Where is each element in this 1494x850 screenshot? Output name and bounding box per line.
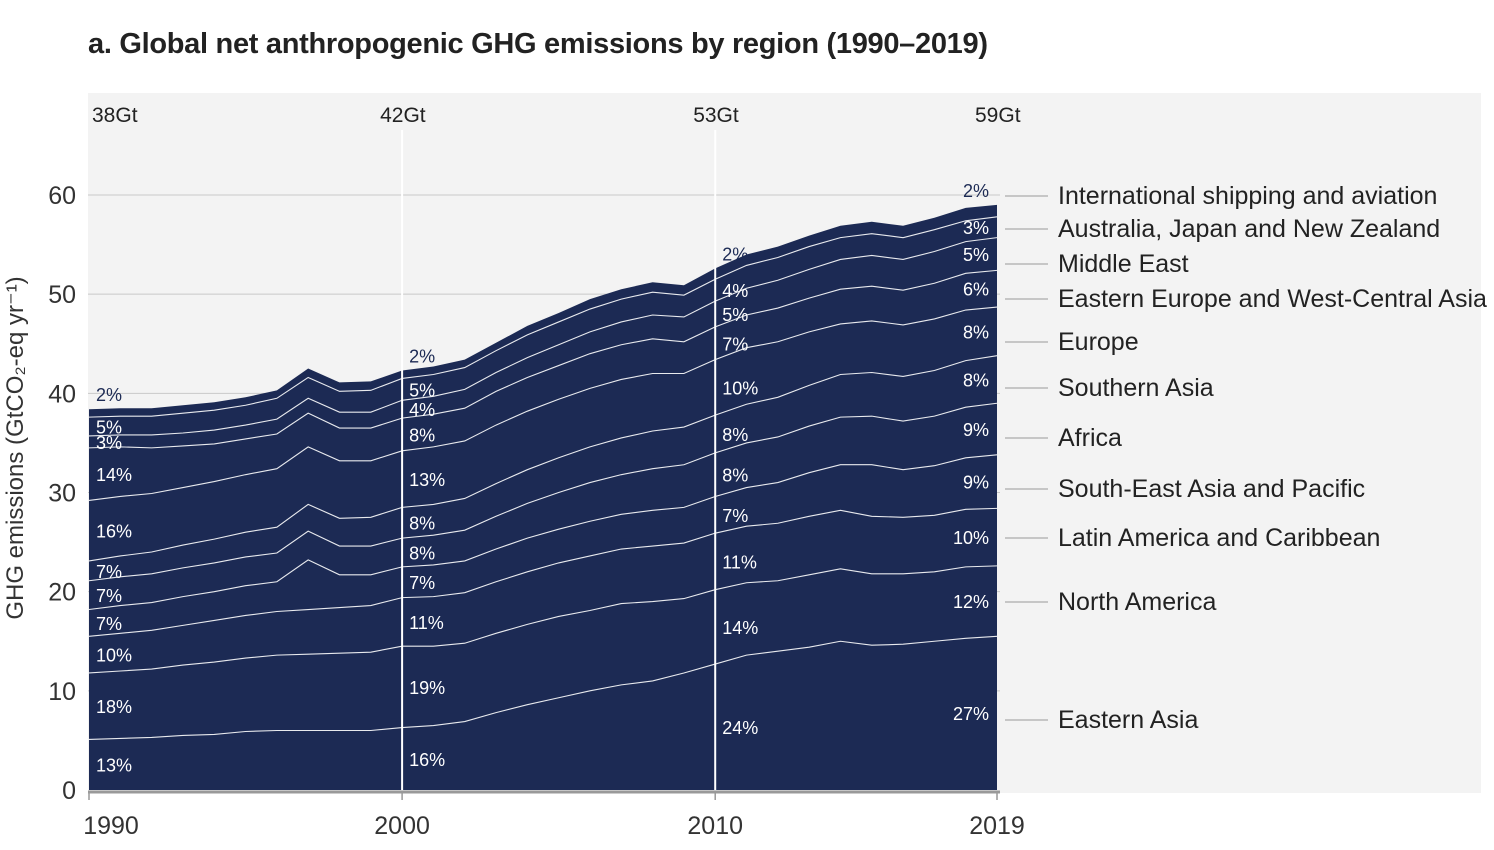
legend-label: North America <box>1058 588 1216 616</box>
share-label: 8% <box>963 370 989 390</box>
share-label: 5% <box>722 305 748 325</box>
chart-title: a. Global net anthropogenic GHG emission… <box>88 28 988 60</box>
series-boundary-7 <box>88 269 998 449</box>
share-label: 8% <box>722 425 748 445</box>
legend-label: Latin America and Caribbean <box>1058 524 1380 552</box>
share-label: 11% <box>409 613 444 633</box>
share-label: 4% <box>409 400 435 420</box>
share-label: 9% <box>963 420 989 440</box>
legend-label: South-East Asia and Pacific <box>1058 475 1365 503</box>
share-label: 5% <box>96 418 122 438</box>
share-label: 13% <box>409 470 445 490</box>
series-boundary-9 <box>88 216 998 418</box>
share-label: 5% <box>409 380 435 400</box>
share-label: 8% <box>963 322 989 342</box>
share-label: 7% <box>722 334 748 354</box>
total-label: 38Gt <box>92 104 138 127</box>
share-label: 7% <box>722 506 748 526</box>
legend-label: Europe <box>1058 328 1139 356</box>
y-tick-label: 30 <box>48 480 76 508</box>
share-label: 8% <box>409 514 435 534</box>
share-label: 13% <box>96 756 132 776</box>
share-label: 8% <box>409 425 435 445</box>
x-tick-label: 2010 <box>687 812 743 840</box>
series-boundary-6 <box>88 306 998 501</box>
legend-label: Australia, Japan and New Zealand <box>1058 215 1440 243</box>
series-boundary-5 <box>88 355 998 562</box>
legend-label: Southern Asia <box>1058 374 1214 402</box>
share-label: 7% <box>96 586 122 606</box>
share-label: 11% <box>722 552 757 572</box>
y-tick-label: 10 <box>48 678 76 706</box>
share-label: 8% <box>409 543 435 563</box>
share-label: 10% <box>953 528 989 548</box>
total-label: 59Gt <box>975 104 1021 127</box>
series-boundary-4 <box>88 402 998 582</box>
share-label: 3% <box>96 433 122 453</box>
y-tick-label: 0 <box>62 777 76 805</box>
share-label: 2% <box>96 385 122 405</box>
series-boundary-0 <box>88 635 998 740</box>
total-label: 42Gt <box>380 104 426 127</box>
y-tick-label: 40 <box>48 380 76 408</box>
x-tick-label: 2000 <box>374 812 430 840</box>
series-boundary-3 <box>88 454 998 611</box>
y-tick-label: 50 <box>48 281 76 309</box>
legend-label: Eastern Asia <box>1058 706 1198 734</box>
y-axis-label: GHG emissions (GtCO₂-eq yr⁻¹) <box>2 276 29 619</box>
total-label: 53Gt <box>693 104 739 127</box>
share-label: 2% <box>963 181 989 201</box>
share-label: 14% <box>96 465 132 485</box>
share-label: 8% <box>722 466 748 486</box>
x-tick-label: 1990 <box>83 812 139 840</box>
legend-label: International shipping and aviation <box>1058 182 1437 210</box>
share-label: 12% <box>953 592 989 612</box>
share-label: 5% <box>963 245 989 265</box>
share-label: 27% <box>953 704 989 724</box>
share-label: 2% <box>722 244 748 264</box>
share-label: 4% <box>722 281 748 301</box>
share-label: 3% <box>963 218 989 238</box>
series-boundary-2 <box>88 507 998 637</box>
share-label: 7% <box>96 614 122 634</box>
share-label: 2% <box>409 347 435 367</box>
share-label: 10% <box>722 378 758 398</box>
share-label: 18% <box>96 697 132 717</box>
y-tick-label: 60 <box>48 182 76 210</box>
share-label: 16% <box>96 522 132 542</box>
share-label: 10% <box>96 646 132 666</box>
y-tick-label: 20 <box>48 579 76 607</box>
legend-label: Africa <box>1058 424 1122 452</box>
series-boundary-8 <box>88 237 998 437</box>
share-label: 16% <box>409 750 445 770</box>
share-label: 6% <box>963 280 989 300</box>
legend-label: Eastern Europe and West-Central Asia <box>1058 285 1487 313</box>
legend-label: Middle East <box>1058 250 1189 278</box>
share-label: 9% <box>963 473 989 493</box>
share-label: 7% <box>96 562 122 582</box>
share-label: 24% <box>722 718 758 738</box>
series-boundary-1 <box>88 565 998 674</box>
share-label: 19% <box>409 678 445 698</box>
share-label: 7% <box>409 573 435 593</box>
share-label: 14% <box>722 618 758 638</box>
x-tick-label: 2019 <box>969 812 1025 840</box>
